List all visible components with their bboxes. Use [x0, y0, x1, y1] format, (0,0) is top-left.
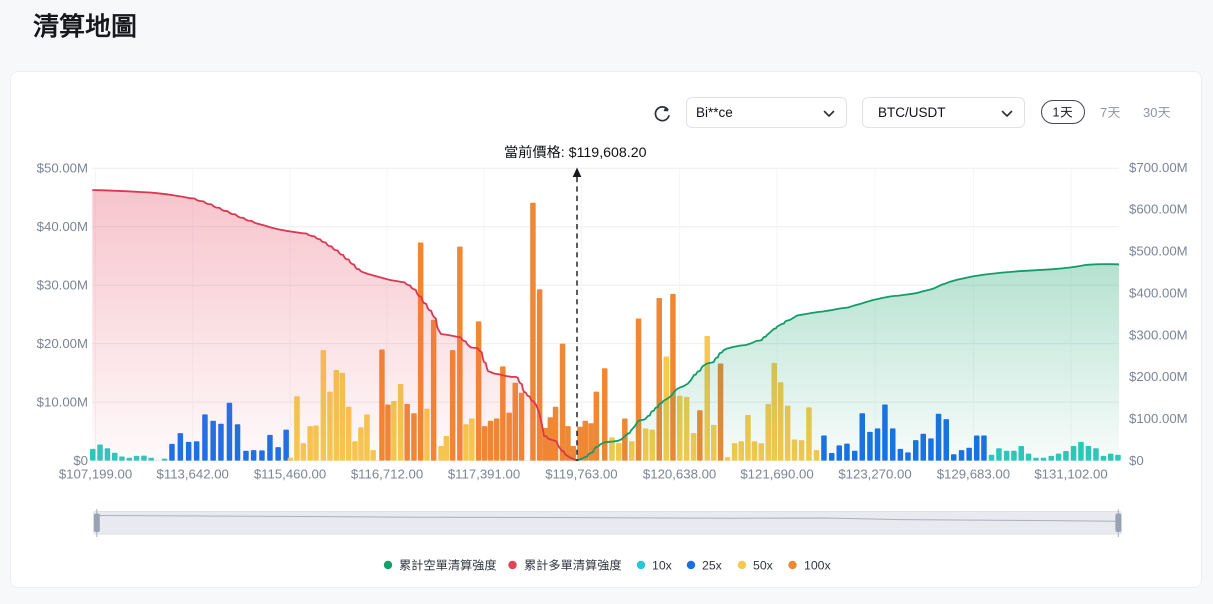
svg-text:$700.00M: $700.00M	[1129, 160, 1188, 175]
svg-text:25x: 25x	[702, 559, 723, 573]
svg-text:$400.00M: $400.00M	[1129, 285, 1188, 300]
svg-text:1: 1	[1053, 106, 1060, 120]
svg-text:$40.00M: $40.00M	[37, 219, 88, 234]
svg-text:$107,199.00: $107,199.00	[59, 467, 132, 482]
svg-text:$129,683.00: $129,683.00	[937, 467, 1010, 482]
svg-text:$50.00M: $50.00M	[37, 160, 88, 175]
svg-text:$600.00M: $600.00M	[1129, 202, 1188, 217]
svg-text:$113,642.00: $113,642.00	[157, 467, 229, 482]
svg-text:$0: $0	[1129, 453, 1144, 468]
svg-text:$119,763.00: $119,763.00	[545, 467, 617, 482]
svg-text:$500.00M: $500.00M	[1129, 244, 1188, 259]
svg-text:$123,270.00: $123,270.00	[838, 467, 911, 482]
svg-text:$115,460.00: $115,460.00	[254, 467, 326, 482]
svg-text:50x: 50x	[753, 559, 774, 573]
svg-text:$117,391.00: $117,391.00	[448, 467, 520, 482]
svg-text:$300.00M: $300.00M	[1129, 327, 1188, 342]
svg-text:10x: 10x	[652, 559, 673, 573]
svg-text:7: 7	[1100, 105, 1107, 120]
svg-text:$120,638.00: $120,638.00	[643, 467, 716, 482]
svg-text:30: 30	[1143, 105, 1157, 120]
svg-text:$20.00M: $20.00M	[37, 336, 88, 351]
svg-text:$0: $0	[73, 453, 88, 468]
svg-text:$200.00M: $200.00M	[1129, 369, 1188, 384]
svg-text:$131,102.00: $131,102.00	[1034, 467, 1107, 482]
svg-text:$116,712.00: $116,712.00	[351, 467, 423, 482]
svg-text:$30.00M: $30.00M	[37, 277, 88, 292]
svg-text:$10.00M: $10.00M	[37, 394, 88, 409]
svg-text:$100.00M: $100.00M	[1129, 411, 1188, 426]
svg-text:$121,690.00: $121,690.00	[740, 467, 813, 482]
svg-text:100x: 100x	[804, 559, 832, 573]
svg-text:: $119,608.20: : $119,608.20	[561, 145, 647, 161]
